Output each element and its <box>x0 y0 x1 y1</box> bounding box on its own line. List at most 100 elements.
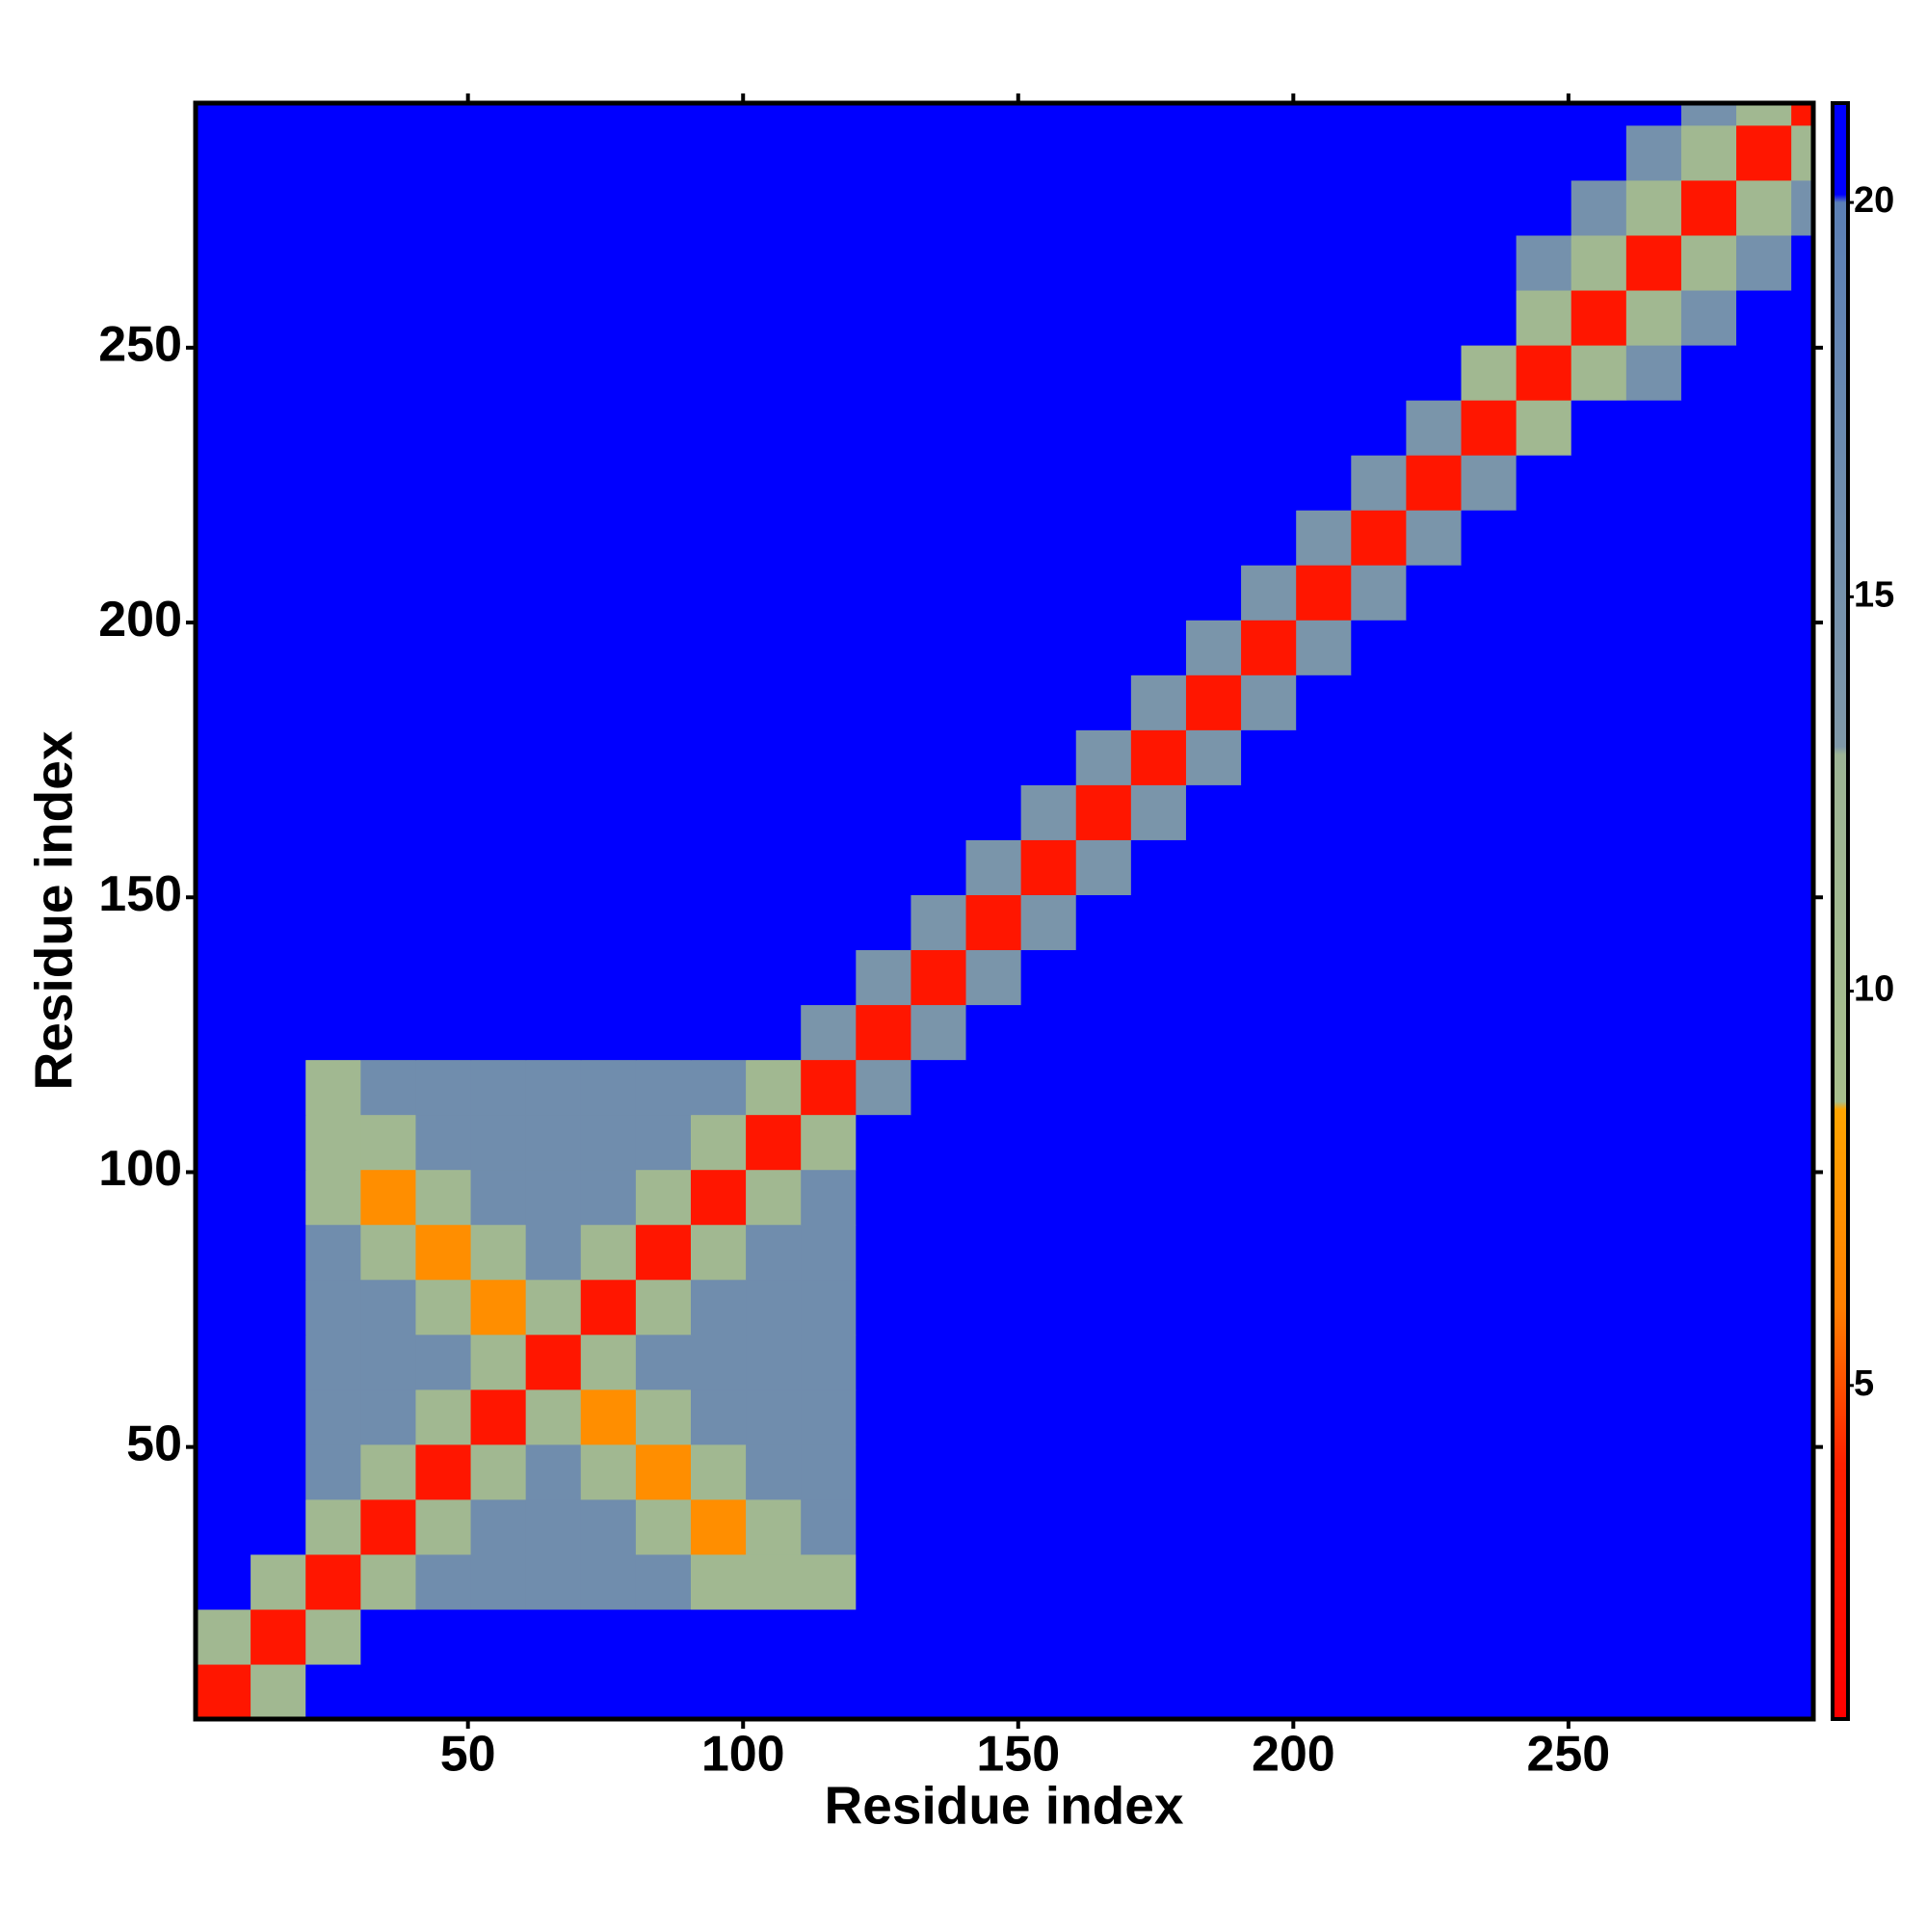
heatmap-cell <box>965 729 1022 785</box>
heatmap-cell <box>1791 179 1813 236</box>
heatmap-cell <box>1075 1443 1132 1500</box>
heatmap-cell <box>251 1608 306 1665</box>
heatmap-cell <box>525 510 582 566</box>
heatmap-cell <box>746 729 802 785</box>
heatmap-cell <box>525 1334 582 1390</box>
heatmap-cell <box>856 1663 912 1719</box>
heatmap-cell <box>1406 1114 1463 1171</box>
heatmap-cell <box>415 894 472 951</box>
heatmap-cell <box>196 344 251 401</box>
heatmap-cell <box>1075 1334 1132 1390</box>
y-tick-label: 150 <box>98 866 182 922</box>
heatmap-cell <box>415 1498 472 1555</box>
heatmap-cell <box>1351 1334 1407 1390</box>
heatmap-cell <box>1020 565 1077 621</box>
heatmap-cell <box>965 1059 1022 1116</box>
heatmap-cell <box>1680 103 1737 126</box>
heatmap-cell <box>1130 1498 1187 1555</box>
heatmap-cell <box>196 1224 251 1281</box>
heatmap-cell <box>1296 1498 1352 1555</box>
heatmap-cell <box>1625 289 1682 346</box>
heatmap-cell <box>580 1443 637 1500</box>
heatmap-cell <box>1020 1389 1077 1445</box>
heatmap-cell <box>1680 620 1737 675</box>
heatmap-cell <box>1625 1224 1682 1281</box>
heatmap-cell <box>690 1553 747 1610</box>
heatmap-cell <box>1241 400 1297 456</box>
heatmap-cell <box>1791 1553 1813 1610</box>
heatmap-cell <box>1736 1334 1792 1390</box>
heatmap-cell <box>1185 1443 1242 1500</box>
heatmap-cell <box>305 949 361 1006</box>
heatmap-cell <box>360 1224 417 1281</box>
heatmap-cell <box>1571 103 1627 126</box>
heatmap-cell <box>1296 1279 1352 1336</box>
heatmap-cell <box>1571 565 1627 621</box>
heatmap-cell <box>635 1553 692 1610</box>
heatmap-cell <box>856 1389 912 1445</box>
heatmap-cell <box>746 1114 802 1171</box>
heatmap-cell <box>1130 1389 1187 1445</box>
heatmap-cell <box>1351 1443 1407 1500</box>
heatmap-cell <box>856 103 912 126</box>
heatmap-cell <box>1075 103 1132 126</box>
heatmap-cell <box>1130 234 1187 291</box>
heatmap-cell <box>1571 1663 1627 1719</box>
heatmap-cell <box>305 103 361 126</box>
heatmap-cell <box>196 179 251 236</box>
heatmap-cell <box>1406 894 1463 951</box>
heatmap-cell <box>1571 894 1627 951</box>
heatmap-cell <box>965 675 1022 730</box>
heatmap-cell <box>1296 400 1352 456</box>
heatmap-cell <box>1736 455 1792 511</box>
heatmap-cell <box>1461 510 1518 566</box>
heatmap-cell <box>1516 675 1572 730</box>
heatmap-cell <box>1680 1004 1737 1061</box>
heatmap-cell <box>196 1059 251 1116</box>
heatmap-cell <box>1461 1334 1518 1390</box>
heatmap-cell <box>801 234 857 291</box>
heatmap-cell <box>1461 1608 1518 1665</box>
heatmap-cell <box>1351 289 1407 346</box>
heatmap-cell <box>1791 675 1813 730</box>
heatmap-cell <box>196 784 251 840</box>
heatmap-cell <box>1625 510 1682 566</box>
heatmap-cell <box>1351 620 1407 675</box>
heatmap-cell <box>1296 179 1352 236</box>
heatmap-cell <box>1130 1004 1187 1061</box>
heatmap-cell <box>690 179 747 236</box>
heatmap-cell <box>360 675 417 730</box>
heatmap-cell <box>746 1553 802 1610</box>
heatmap-cell <box>1625 894 1682 951</box>
heatmap-cell <box>1296 289 1352 346</box>
heatmap-cell <box>856 1004 912 1061</box>
heatmap-cell <box>1075 234 1132 291</box>
heatmap-cell <box>746 234 802 291</box>
heatmap-cell <box>1296 234 1352 291</box>
heatmap-cell <box>801 949 857 1006</box>
heatmap-cell <box>360 1114 417 1171</box>
heatmap-cell <box>635 729 692 785</box>
heatmap-cell <box>251 1443 306 1500</box>
heatmap-cell <box>196 103 251 126</box>
heatmap-cell <box>196 1608 251 1665</box>
heatmap-cell <box>1736 1443 1792 1500</box>
heatmap-cell <box>1185 1608 1242 1665</box>
heatmap-cell <box>1020 1059 1077 1116</box>
heatmap-cell <box>360 839 417 895</box>
heatmap-cell <box>1406 839 1463 895</box>
heatmap-cell <box>1130 1279 1187 1336</box>
heatmap-cell <box>470 1059 527 1116</box>
heatmap-cell <box>965 1279 1022 1336</box>
heatmap-cell <box>470 620 527 675</box>
heatmap-cell <box>1680 1279 1737 1336</box>
heatmap-cell <box>690 729 747 785</box>
heatmap-cell <box>360 620 417 675</box>
heatmap-cell <box>801 1224 857 1281</box>
heatmap-cell <box>305 1553 361 1610</box>
heatmap-cell <box>470 344 527 401</box>
heatmap-cell <box>1791 1443 1813 1500</box>
heatmap-cell <box>360 510 417 566</box>
heatmap-cell <box>1296 675 1352 730</box>
